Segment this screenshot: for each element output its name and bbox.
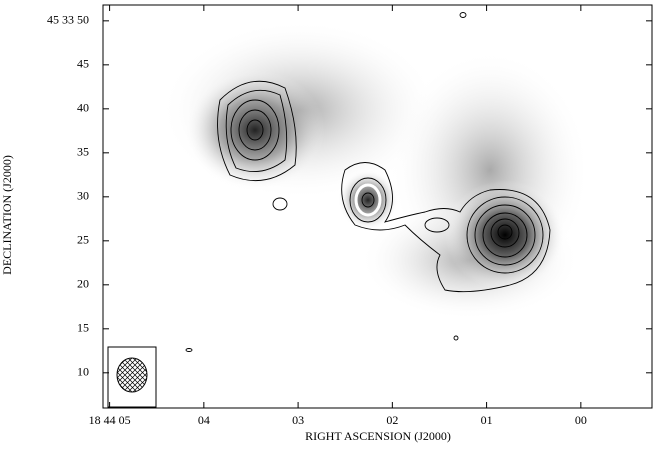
beam	[107, 346, 157, 408]
y-tick-label: 35	[77, 145, 89, 159]
y-axis-label: DECLINATION (J2000)	[0, 155, 14, 275]
y-tick-label: 45 33 50	[47, 13, 89, 27]
x-axis-label: RIGHT ASCENSION (J2000)	[305, 429, 451, 443]
x-tick-label: 00	[575, 413, 587, 427]
x-tick-label: 01	[481, 413, 493, 427]
x-tick-label: 18 44 05	[89, 413, 131, 427]
y-tick-label: 45	[77, 57, 89, 71]
y-tick-label: 10	[77, 365, 89, 379]
x-tick-label: 02	[386, 413, 398, 427]
emission-image	[160, 20, 590, 320]
contours	[185, 12, 551, 352]
y-tick-label: 25	[77, 233, 89, 247]
y-tick-label: 30	[77, 189, 89, 203]
x-tick-label: 04	[198, 413, 210, 427]
plot-frame	[102, 4, 653, 409]
x-tick-label: 03	[292, 413, 304, 427]
y-tick-label: 15	[77, 321, 89, 335]
y-tick-label: 40	[77, 101, 89, 115]
y-tick-label: 20	[77, 277, 89, 291]
